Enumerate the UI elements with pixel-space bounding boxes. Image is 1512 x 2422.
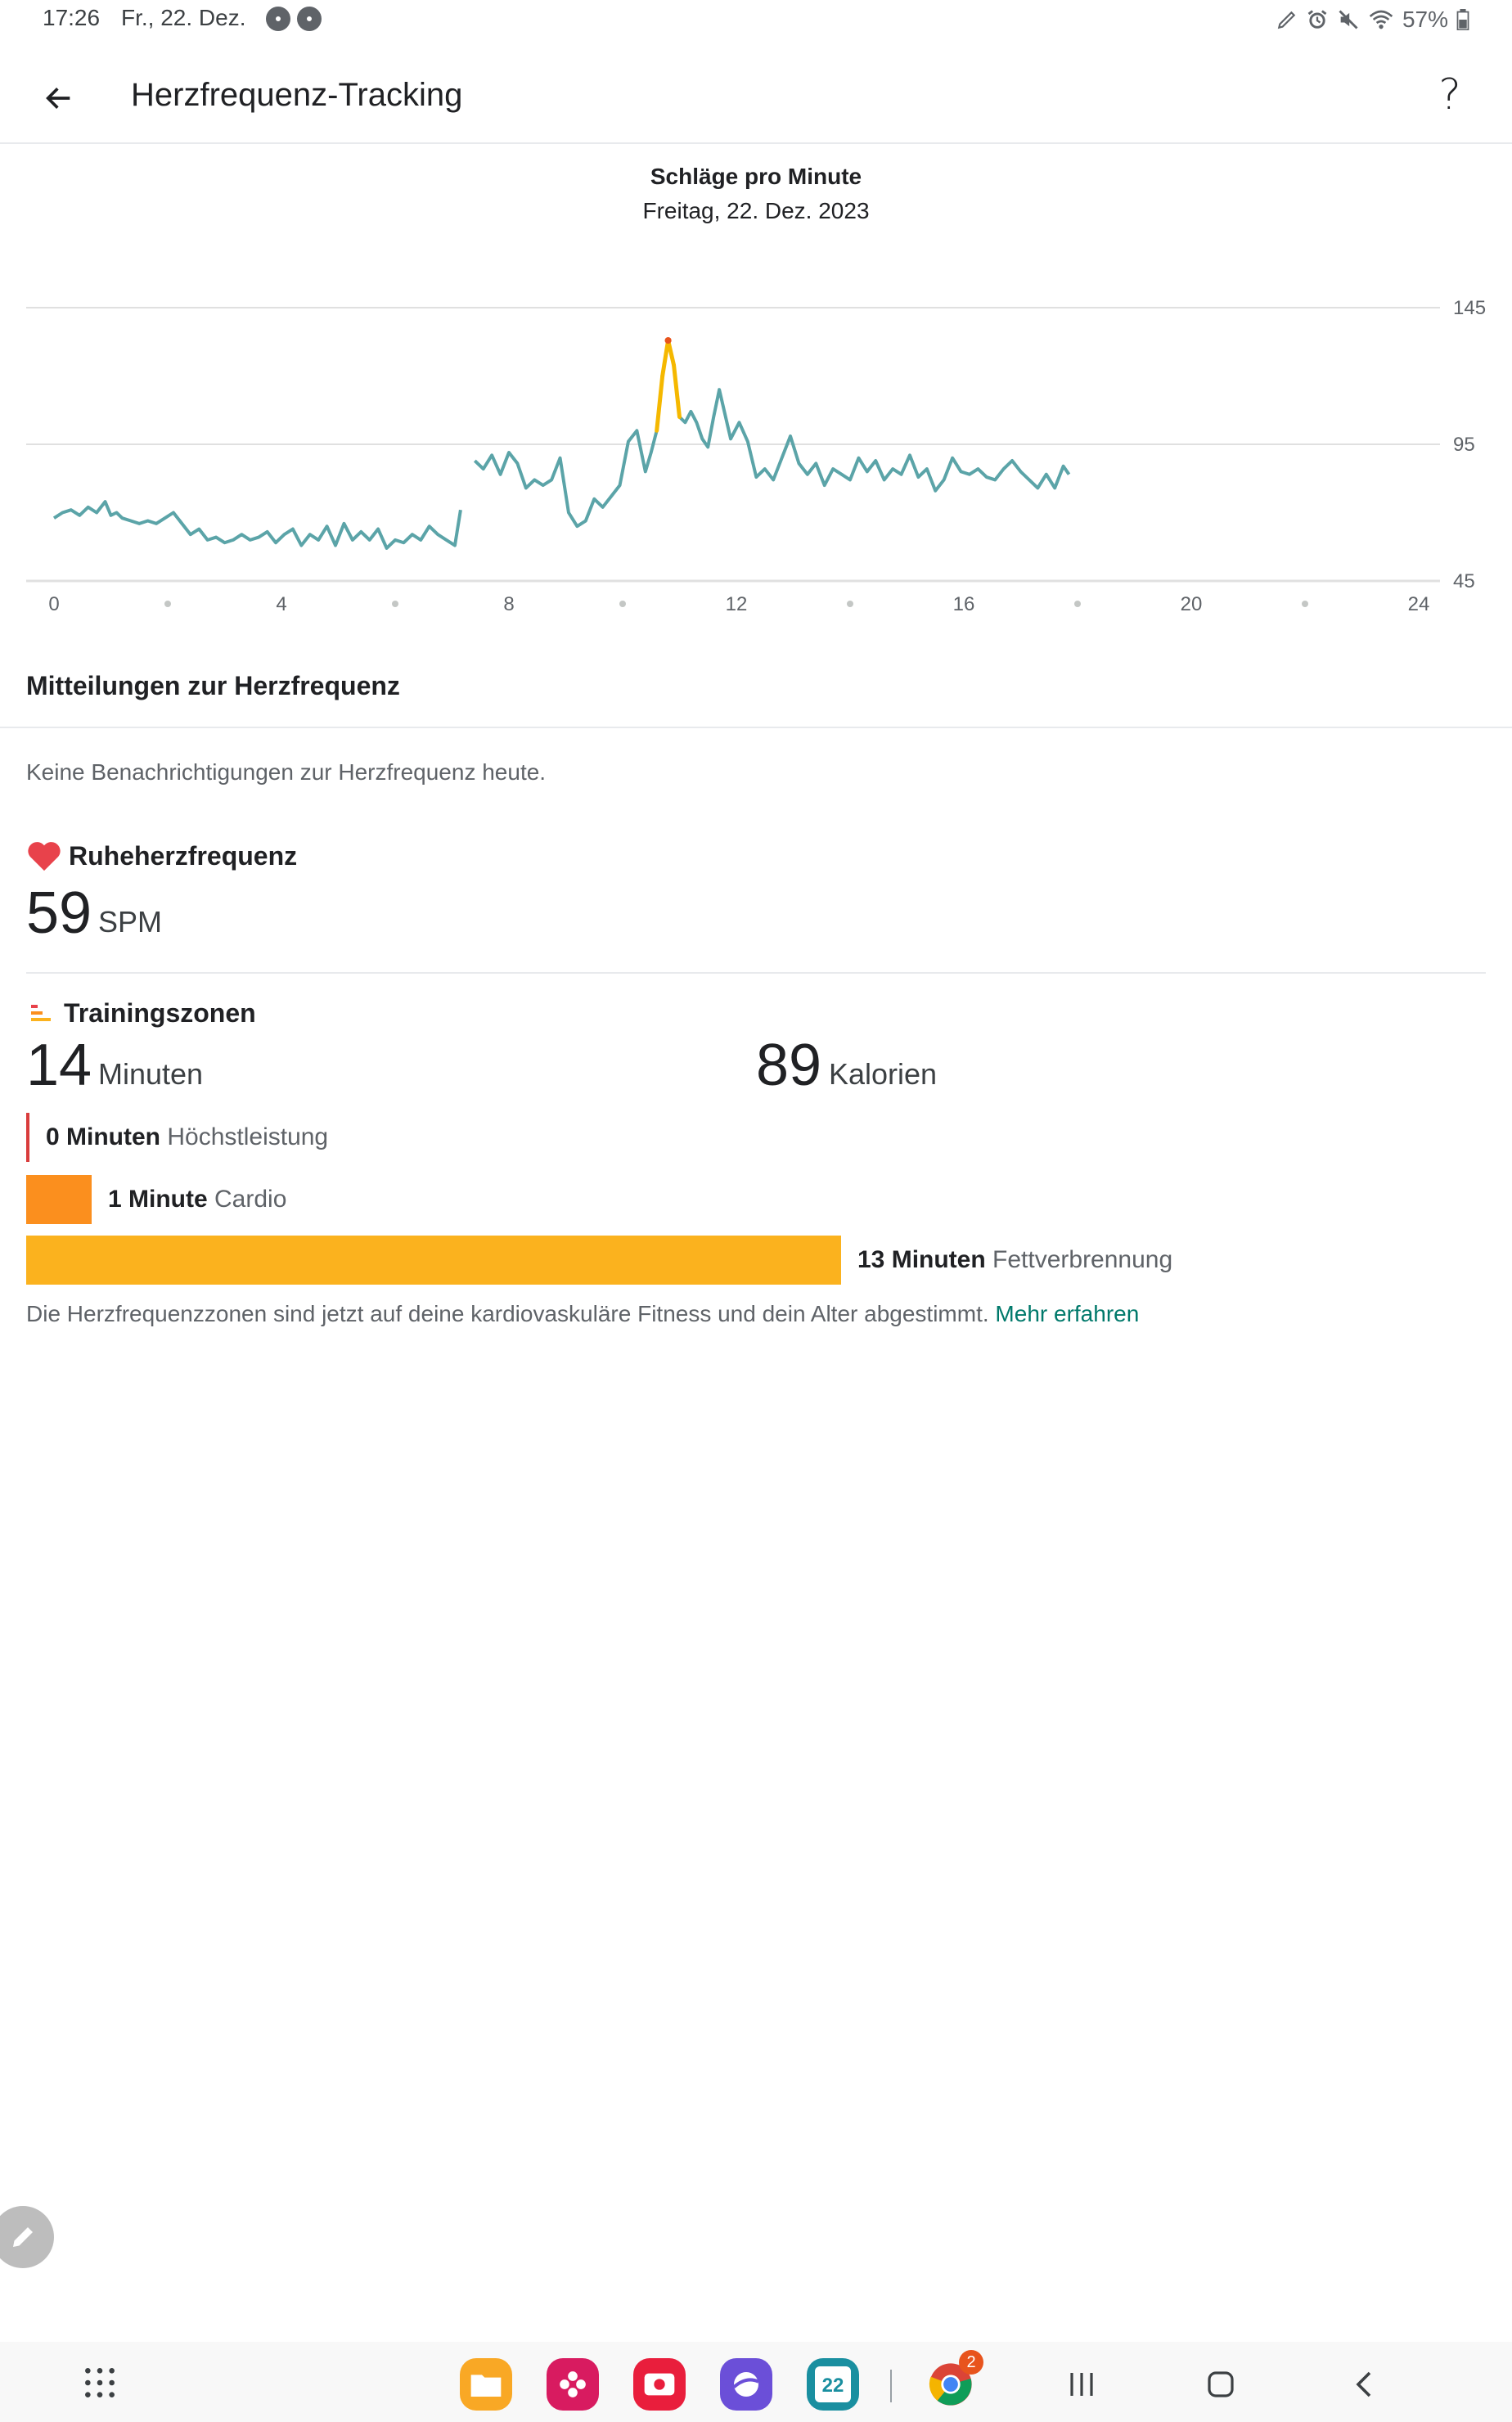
page-title: Herzfrequenz-Tracking [131,77,463,113]
x-tick-label: 4 [276,593,286,615]
status-bar: 17:26 Fr., 22. Dez. 57% [0,0,1512,39]
screen-recorder-icon[interactable] [633,2358,686,2411]
home-button[interactable] [1196,2360,1245,2409]
alarm-icon [1307,10,1327,29]
elevated-segment [655,374,665,433]
training-calories-unit: Kalorien [829,1057,938,1091]
x-tick-dot [847,601,853,607]
edit-button[interactable] [0,2206,54,2268]
heart-rate-chart[interactable]: 145 95 45 0 4 8 12 16 20 24 [0,270,1512,630]
x-tick-label: 0 [48,593,59,615]
dock-separator [890,2370,892,2402]
notifications-empty-text: Keine Benachrichtigungen zur Herzfrequen… [26,759,547,785]
status-time: 17:26 [43,5,101,30]
learn-more-link[interactable]: Mehr erfahren [995,1301,1140,1326]
x-tick-dot [164,601,171,607]
zone-label-peak: 0 Minuten Höchstleistung [46,1123,329,1150]
y-tick-label: 145 [1453,297,1486,319]
y-tick-label: 95 [1453,434,1475,456]
peak-point [664,337,672,344]
zones-icon [31,1005,51,1021]
training-title: Trainingszonen [64,998,256,1028]
training-minutes-value: 14 [26,1033,92,1098]
samsung-internet-icon[interactable] [720,2358,772,2411]
zone-row-peak: 0 Minuten Höchstleistung [26,1113,328,1162]
x-tick-label: 16 [953,593,975,615]
notifications-title: Mitteilungen zur Herzfrequenz [26,671,400,700]
x-tick-label: 8 [503,593,514,615]
status-date: Fr., 22. Dez. [121,5,246,30]
pen-icon [1277,11,1296,29]
chart-date: Freitag, 22. Dez. 2023 [642,198,870,223]
y-tick-label: 45 [1453,570,1475,592]
series-line [52,500,462,550]
elevated-segment [660,338,671,378]
chart-title: Schläge pro Minute [650,164,862,189]
wifi-icon [1369,10,1393,29]
help-button[interactable]: ? [1438,70,1461,119]
x-tick-dot [1074,601,1081,607]
zone-row-cardio: 1 Minute Cardio [26,1175,286,1224]
chart-header: Schläge pro Minute Freitag, 22. Dez. 202… [0,160,1512,227]
recent-apps-button[interactable] [1057,2360,1106,2409]
chrome-notification-icon [266,7,290,31]
battery-percent: 57% [1402,7,1448,32]
gallery-icon[interactable] [547,2358,599,2411]
notification-badge: 2 [959,2350,983,2375]
zones-footer: Die Herzfrequenzzonen sind jetzt auf dei… [26,1301,1140,1326]
heart-icon [28,842,61,871]
battery-icon [1456,9,1469,30]
x-tick-label: 20 [1181,593,1203,615]
divider [0,727,1512,728]
x-tick-dot [1302,601,1308,607]
chrome-icon[interactable]: 2 [925,2350,983,2411]
arrow-back-icon [46,88,70,109]
my-files-icon[interactable] [460,2358,512,2411]
zone-bar-fat-burn [26,1236,841,1285]
series-line [473,339,1071,529]
zone-bar-cardio [26,1175,92,1224]
apps-grid-icon[interactable] [82,2365,118,2401]
zone-row-fat-burn: 13 Minuten Fettverbrennung [26,1236,1172,1285]
zone-label-fat-burn: 13 Minuten Fettverbrennung [857,1246,1173,1273]
resting-value: 59 [26,880,92,946]
zone-label-cardio: 1 Minute Cardio [108,1186,287,1213]
back-nav-button[interactable] [1339,2360,1388,2409]
x-tick-label: 12 [726,593,748,615]
x-tick-label: 24 [1408,593,1430,615]
divider [26,972,1486,974]
calendar-icon[interactable]: 22 [807,2358,859,2411]
training-calories-value: 89 [756,1033,822,1098]
mute-icon [1339,10,1358,29]
x-tick-dot [392,601,398,607]
x-tick-dot [619,601,626,607]
chrome-notification-icon [297,7,322,31]
resting-unit: SPM [98,905,163,939]
resting-title: Ruheherzfrequenz [69,841,298,871]
training-minutes-unit: Minuten [98,1057,204,1091]
app-bar: Herzfrequenz-Tracking ? [0,49,1512,144]
elevated-segment [672,362,682,420]
elevated-segment [666,338,677,367]
zone-bar-peak [26,1113,29,1162]
back-button[interactable] [33,72,85,124]
pencil-icon [13,2227,33,2247]
navigation-bar: 22 2 [0,2342,1512,2422]
calendar-day: 22 [815,2366,851,2402]
status-icons: 57% [1276,3,1469,36]
